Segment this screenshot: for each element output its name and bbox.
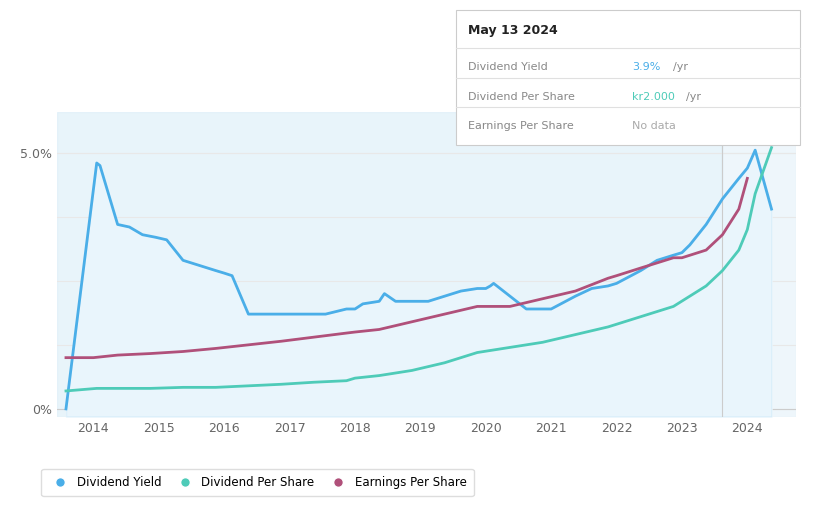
- Text: Past: Past: [725, 135, 749, 145]
- Text: 3.9%: 3.9%: [632, 62, 661, 73]
- Bar: [57, 112, 722, 417]
- Text: Earnings Per Share: Earnings Per Share: [468, 121, 574, 132]
- Text: kr2.000: kr2.000: [632, 92, 675, 102]
- Text: /yr: /yr: [686, 92, 700, 102]
- Text: No data: No data: [632, 121, 676, 132]
- Legend: Dividend Yield, Dividend Per Share, Earnings Per Share: Dividend Yield, Dividend Per Share, Earn…: [41, 469, 474, 496]
- Text: Dividend Yield: Dividend Yield: [468, 62, 548, 73]
- Text: May 13 2024: May 13 2024: [468, 24, 557, 37]
- Text: /yr: /yr: [673, 62, 688, 73]
- Text: Dividend Per Share: Dividend Per Share: [468, 92, 575, 102]
- Bar: [722, 112, 796, 417]
